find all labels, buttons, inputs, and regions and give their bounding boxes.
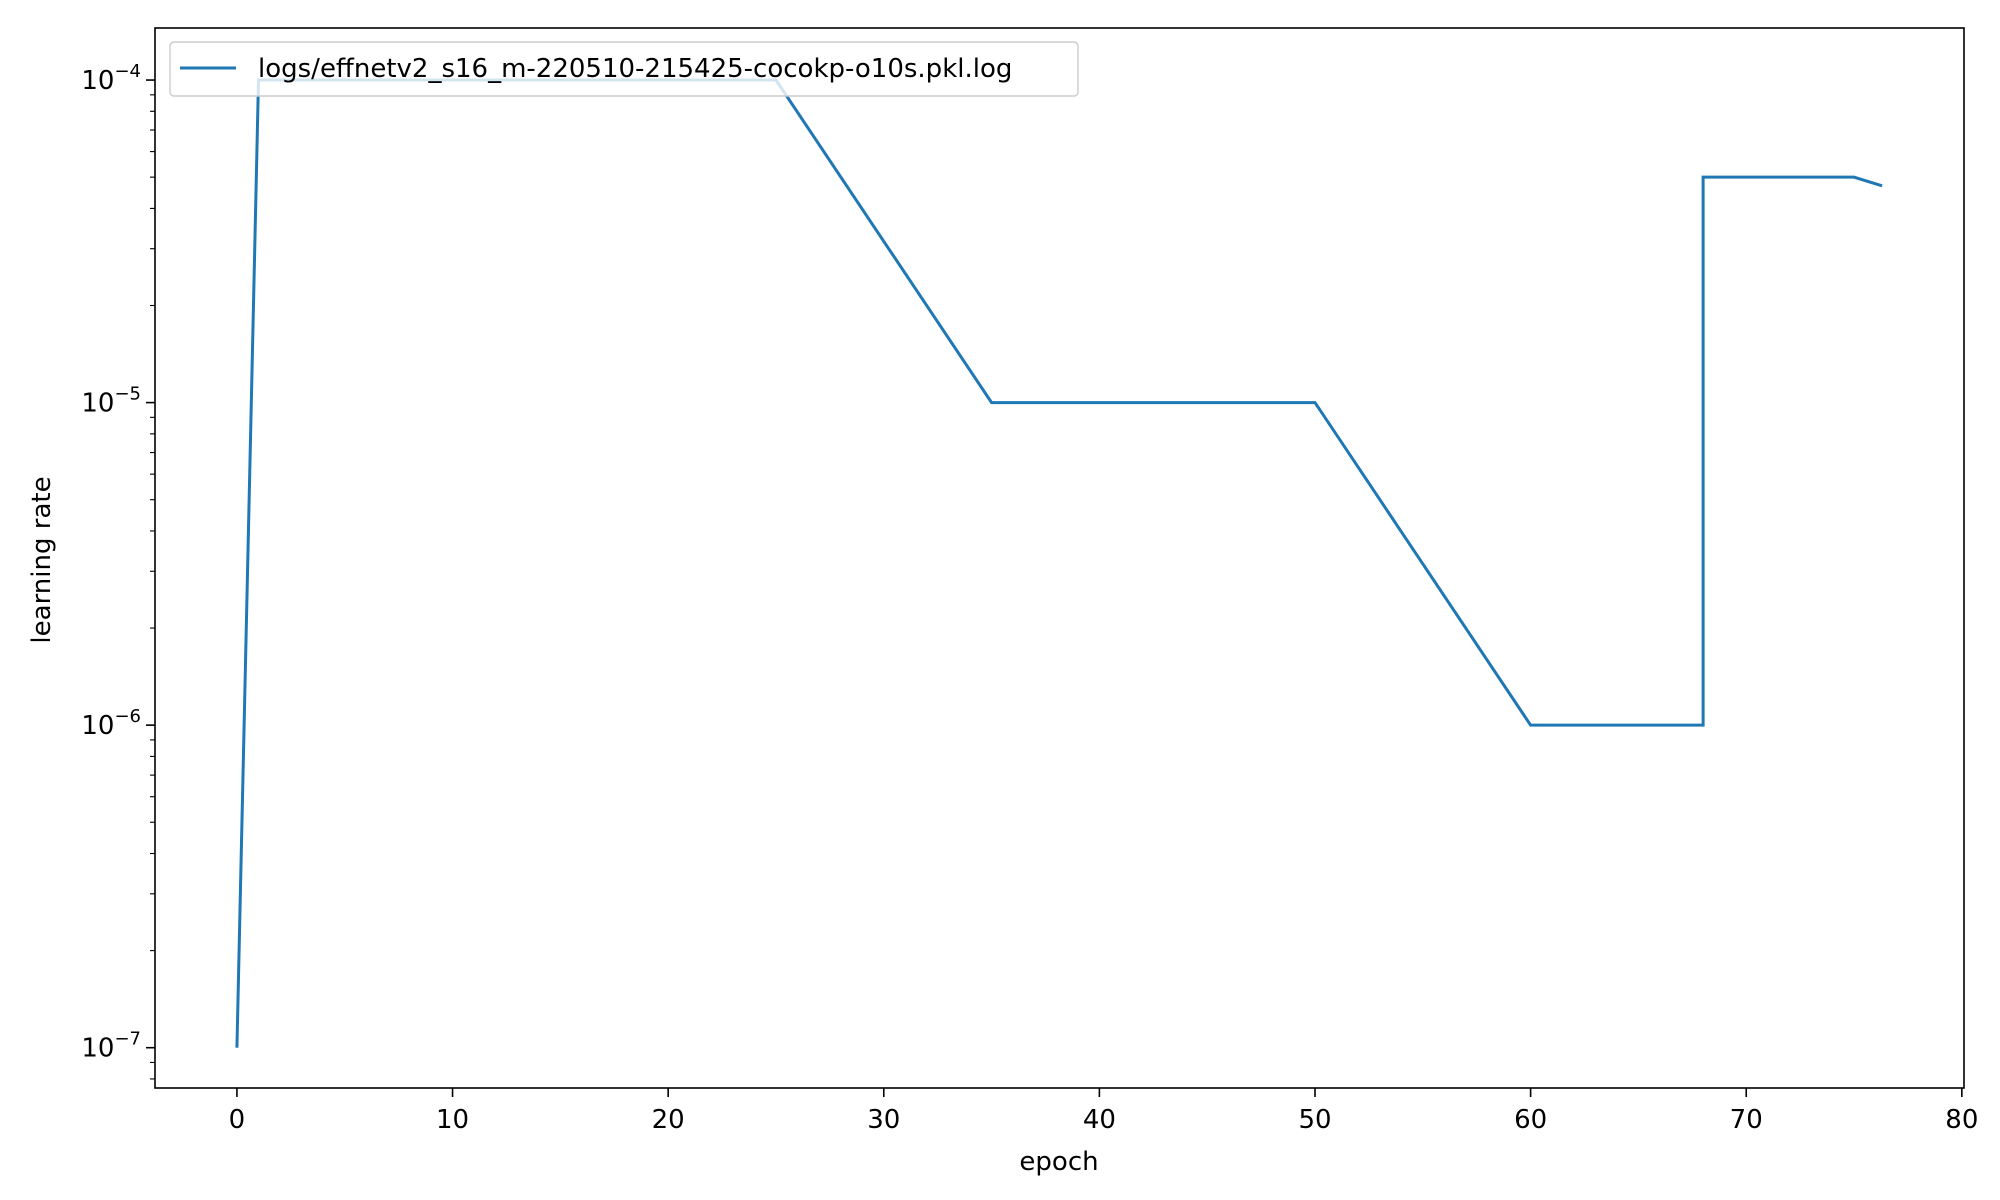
x-tick-label: 40 <box>1083 1105 1116 1135</box>
x-tick-label: 70 <box>1730 1105 1763 1135</box>
legend: logs/effnetv2_s16_m-220510-215425-cocokp… <box>169 41 1079 97</box>
y-tick-label: 10−4 <box>81 61 141 96</box>
x-tick-label: 80 <box>1945 1105 1978 1135</box>
x-tick-label: 30 <box>867 1105 900 1135</box>
plot-frame <box>154 27 1965 1089</box>
x-tick-label: 0 <box>229 1105 246 1135</box>
x-tick-label: 60 <box>1514 1105 1547 1135</box>
x-tick-label: 20 <box>652 1105 685 1135</box>
y-axis-ticks: 10−7 10−6 10−5 10−4 <box>81 61 155 1080</box>
x-axis-ticks: 0 10 20 30 40 50 60 70 80 <box>229 1088 1978 1135</box>
y-tick-label: 10−7 <box>81 1029 141 1064</box>
y-tick-label: 10−5 <box>81 384 141 419</box>
x-tick-label: 50 <box>1298 1105 1331 1135</box>
x-axis-title: epoch <box>1019 1147 1098 1177</box>
legend-label: logs/effnetv2_s16_m-220510-215425-cocokp… <box>258 54 1012 84</box>
plot-area <box>155 28 1964 1088</box>
y-axis-title: learning rate <box>27 476 57 643</box>
x-tick-label: 10 <box>436 1105 469 1135</box>
y-tick-label: 10−6 <box>81 706 141 741</box>
legend-box <box>169 41 1079 97</box>
